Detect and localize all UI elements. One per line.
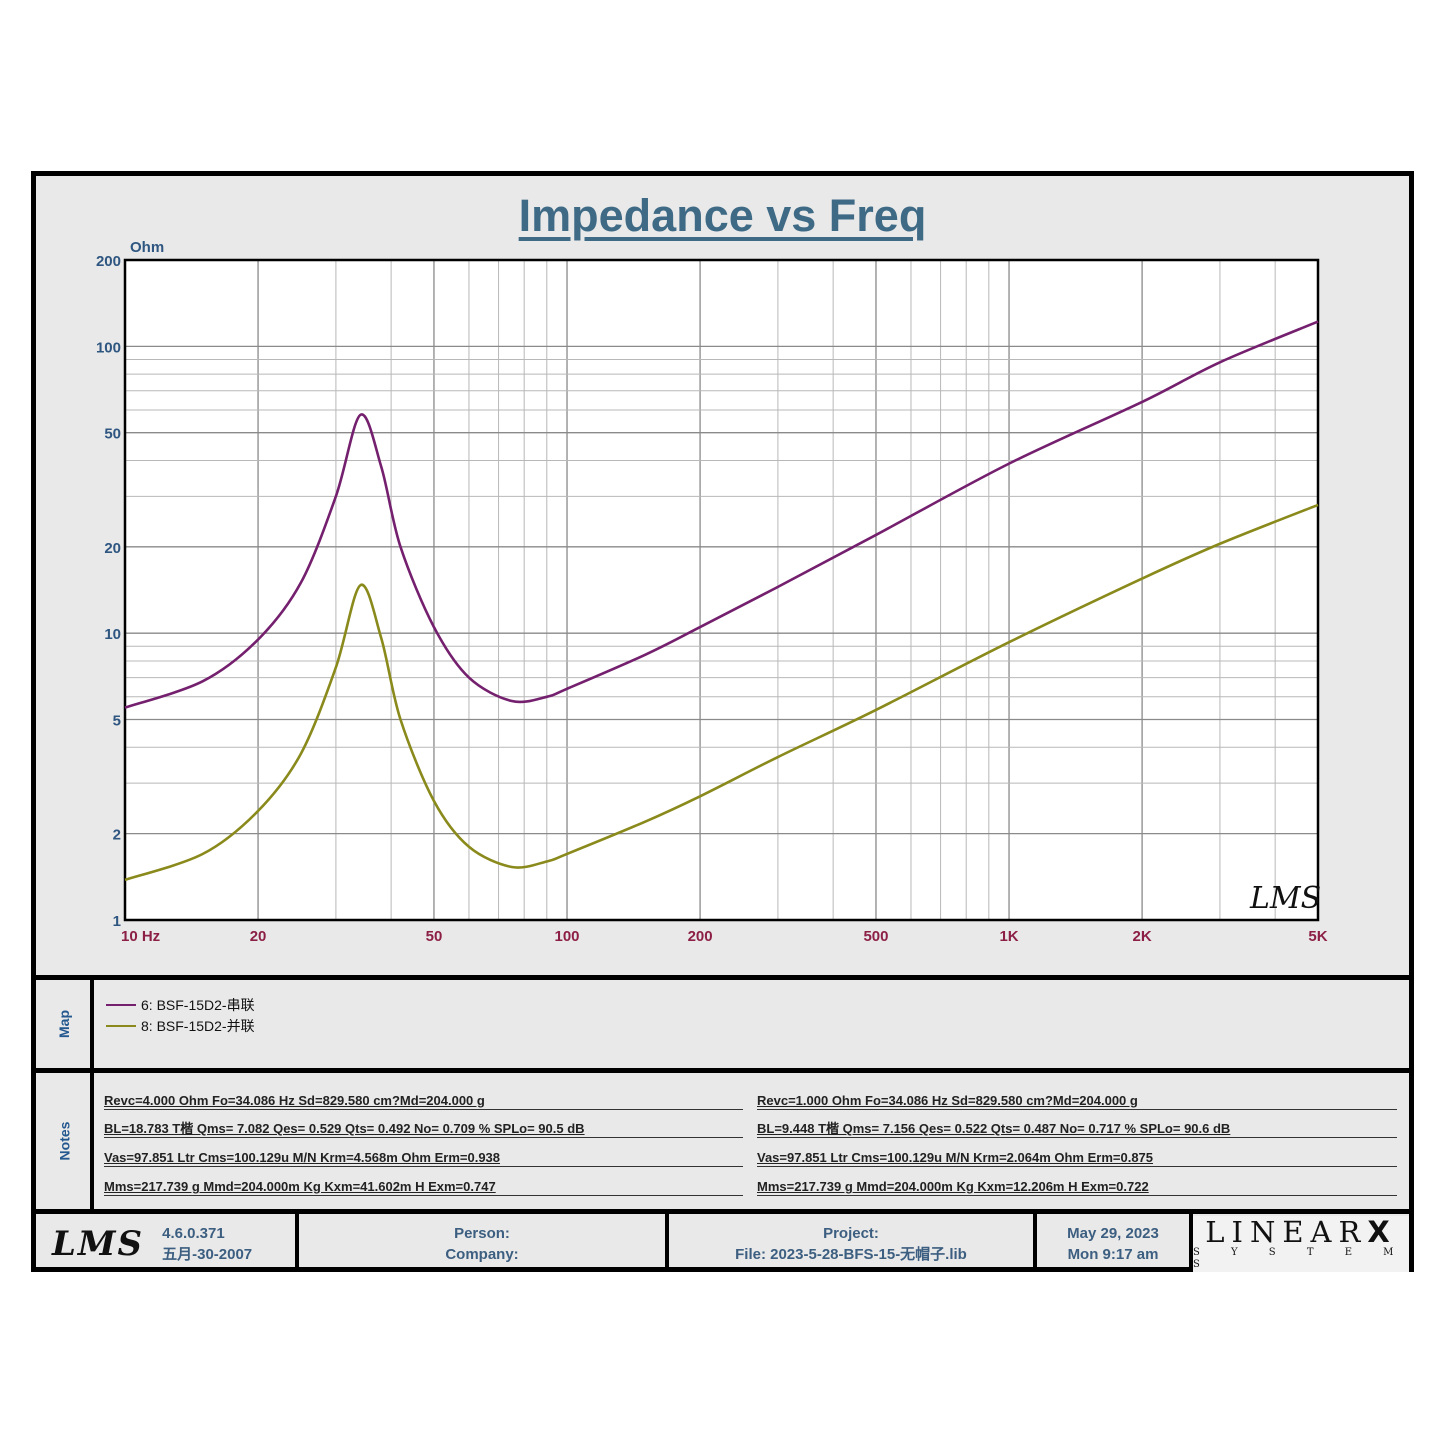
legend-item: 8: BSF-15D2-并联 (106, 1017, 255, 1035)
note-right: Mms=217.739 g Mmd=204.000m Kg Kxm=12.206… (757, 1179, 1149, 1194)
series-line (124, 503, 1319, 882)
divider (665, 1214, 669, 1272)
y-tick-label: 2 (113, 827, 121, 844)
y-tick-label: 20 (104, 540, 121, 557)
brand-subtitle: S Y S T E M S (1193, 1247, 1408, 1270)
note-rule (757, 1195, 1397, 1196)
divider (36, 1209, 1409, 1214)
project-label: Project: (823, 1225, 879, 1242)
brand-text: LINEAR (1205, 1215, 1368, 1249)
note-left: Revc=4.000 Ohm Fo=34.086 Hz Sd=829.580 c… (104, 1093, 485, 1108)
divider (90, 980, 94, 1068)
person-label: Person: (454, 1225, 510, 1242)
legend-swatch (106, 1004, 136, 1006)
company-label: Company: (445, 1246, 519, 1263)
divider (295, 1214, 299, 1272)
note-left: BL=18.783 T楷 Qms= 7.082 Qes= 0.529 Qts= … (104, 1121, 585, 1136)
x-tick-label: 20 (250, 928, 267, 945)
plot-border (123, 258, 1320, 922)
lms-logo: LMS (52, 1223, 145, 1264)
footer-project-cell: Project: File: 2023-5-28-BFS-15-无帽子.lib (669, 1216, 1033, 1272)
footer-version-cell: LMS 4.6.0.371 五月-30-2007 (36, 1216, 295, 1272)
y-axis-unit: Ohm (130, 239, 164, 256)
time-label: Mon 9:17 am (1067, 1246, 1159, 1263)
grid (125, 260, 1318, 920)
x-tick-label: 1K (999, 928, 1018, 945)
y-tick-label: 1 (113, 913, 121, 930)
note-rule (104, 1137, 743, 1138)
divider (36, 975, 1409, 980)
date-label: May 29, 2023 (1067, 1225, 1159, 1242)
x-tick-label: 200 (688, 928, 713, 945)
note-left: Vas=97.851 Ltr Cms=100.129u M/N Krm=4.56… (104, 1150, 501, 1165)
note-rule (104, 1109, 743, 1110)
software-version: 4.6.0.371 (162, 1225, 225, 1242)
notes-label: Notes (56, 1121, 72, 1161)
legend-label: 8: BSF-15D2-并联 (141, 1018, 255, 1034)
note-rule (757, 1109, 1397, 1110)
note-right: Vas=97.851 Ltr Cms=100.129u M/N Krm=2.06… (757, 1150, 1154, 1165)
impedance-chart: 1 2 5 10 20 50 100 200 Ohm 10 Hz 20 50 100 200 500 1K 2K… (96, 239, 1328, 945)
footer-person-cell: Person: Company: (299, 1216, 665, 1272)
note-rule (757, 1137, 1397, 1138)
x-tick-label: 100 (555, 928, 580, 945)
x-tick-label: 10 Hz (121, 928, 160, 945)
brand-x: X (1367, 1215, 1397, 1249)
note-left: Mms=217.739 g Mmd=204.000m Kg Kxm=41.602… (104, 1179, 496, 1194)
chart-title: Impedance vs Freq (518, 190, 927, 241)
note-right: BL=9.448 T楷 Qms= 7.156 Qes= 0.522 Qts= 0… (757, 1121, 1231, 1136)
divider (1033, 1214, 1037, 1272)
file-label: File: 2023-5-28-BFS-15-无帽子.lib (735, 1246, 967, 1263)
x-tick-label: 5K (1308, 928, 1327, 945)
legend-label: 6: BSF-15D2-串联 (141, 997, 255, 1013)
divider (36, 1068, 1409, 1073)
note-right: Revc=1.000 Ohm Fo=34.086 Hz Sd=829.580 c… (757, 1093, 1138, 1108)
x-tick-label: 2K (1133, 928, 1152, 945)
legend-item: 6: BSF-15D2-串联 (106, 996, 255, 1014)
report-frame: Impedance vs Freq 1 2 5 10 20 50 100 200 Ohm 10 H… (31, 171, 1414, 1272)
map-label: Map (56, 1010, 72, 1038)
y-tick-label: 10 (104, 626, 121, 643)
lms-watermark: LMS (1249, 881, 1321, 916)
y-tick-label: 50 (104, 426, 121, 443)
build-date: 五月-30-2007 (162, 1246, 253, 1263)
footer-date-cell: May 29, 2023 Mon 9:17 am (1037, 1216, 1189, 1272)
x-tick-label: 50 (426, 928, 443, 945)
series-line (124, 320, 1319, 709)
note-rule (757, 1166, 1397, 1167)
x-tick-label: 500 (863, 928, 888, 945)
divider (90, 1073, 94, 1209)
linearx-logo: LINEARX S Y S T E M S (1193, 1216, 1409, 1272)
note-rule (104, 1195, 743, 1196)
y-tick-label: 100 (96, 339, 121, 356)
note-rule (104, 1166, 743, 1167)
y-tick-label: 5 (113, 713, 121, 730)
legend-swatch (106, 1025, 136, 1027)
divider (1189, 1214, 1193, 1272)
y-tick-label: 200 (96, 253, 121, 270)
